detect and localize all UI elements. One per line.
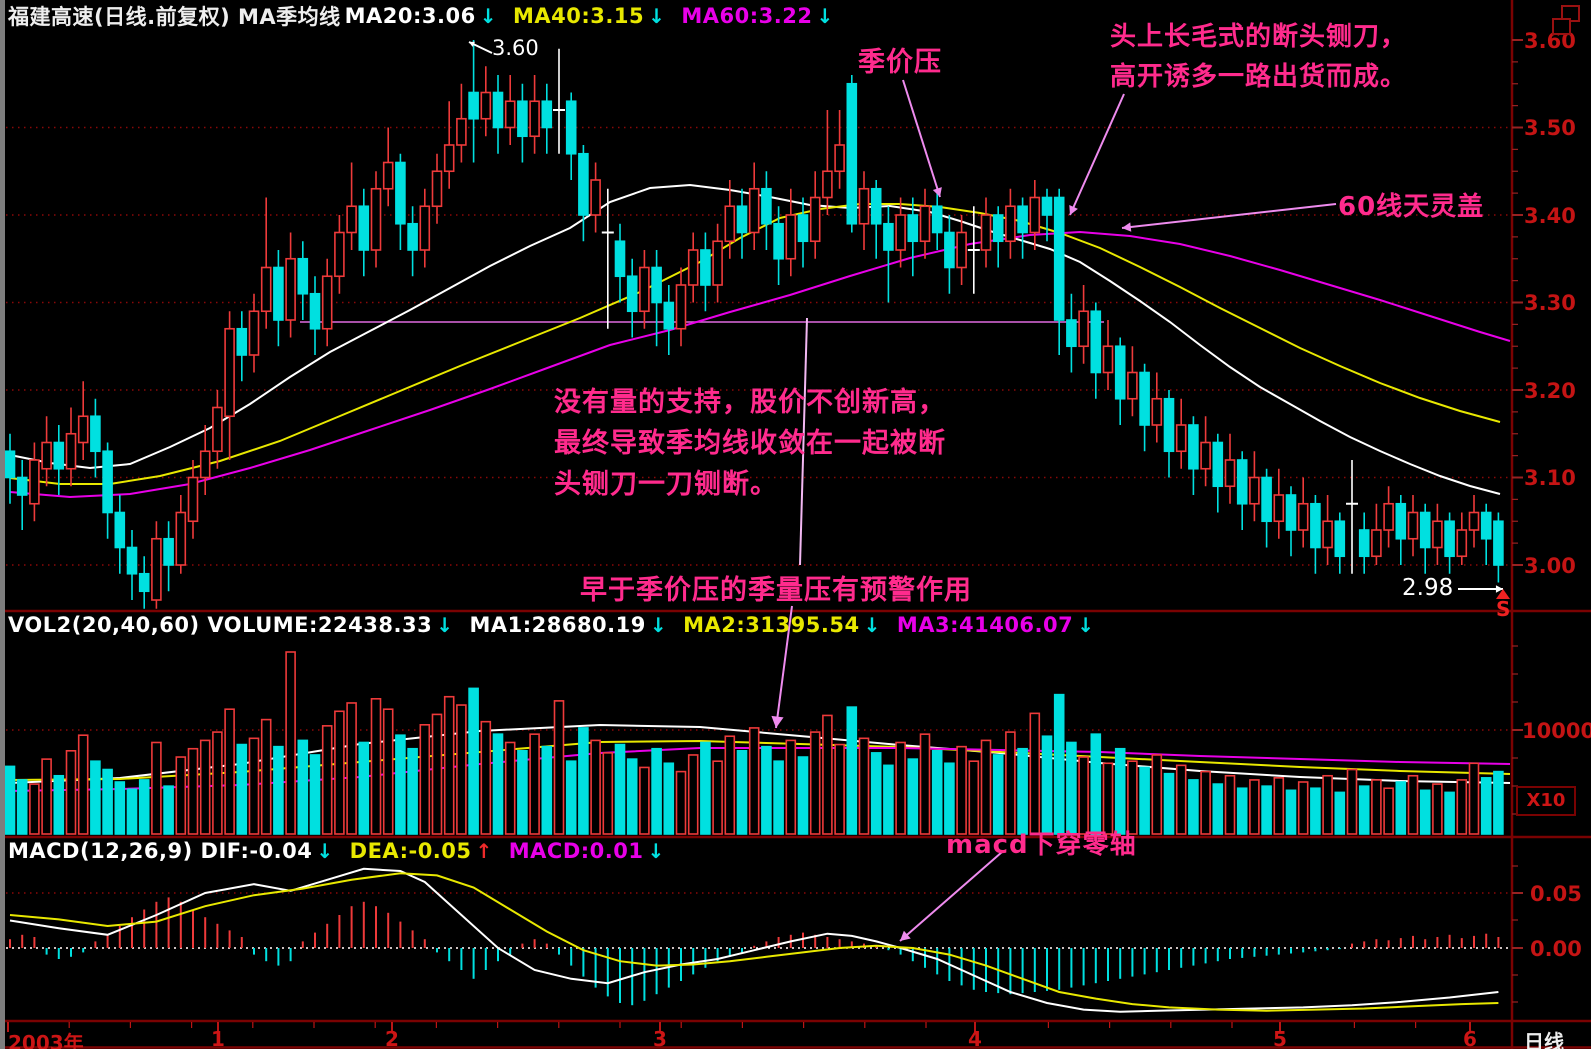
volume-value: VOL2(20,40,60) VOLUME:22438.33 (8, 613, 433, 637)
price-axis-label: 3.20 (1524, 379, 1576, 403)
ma60-value: MA60:3.22 (681, 4, 813, 28)
annotation-zaoyu: 早于季价压的季量压有预警作用 (580, 575, 972, 606)
window-edge (0, 0, 5, 1049)
vol-ma2-value: MA2:31395.54 (683, 613, 860, 637)
macd-dif-value: MACD(12,26,9) DIF:-0.04 (8, 839, 313, 863)
vol-ma3-arrow-icon: ↓ (1077, 613, 1095, 637)
vol-ma1-arrow-icon: ↓ (649, 613, 668, 637)
ma40-trend-arrow-icon: ↓ (648, 4, 666, 28)
macd-indicator-header: MACD(12,26,9) DIF:-0.04 ↓ DEA:-0.05 ↑ MA… (8, 839, 681, 863)
main-indicator-header: 福建高速(日线.前复权) MA季均线 MA20:3.06 ↓ MA40:3.15… (8, 1, 850, 31)
ma20-trend-arrow-icon: ↓ (479, 4, 497, 28)
macd-dif-arrow-icon: ↓ (316, 839, 334, 863)
stock-title: 福建高速(日线.前复权) MA季均线 (8, 5, 341, 29)
restore-window-icon[interactable] (1550, 5, 1582, 37)
macd-dea-arrow-icon: ↑ (475, 839, 493, 863)
x-axis-month-label: 2 (385, 1027, 399, 1049)
volume-axis-label: 10000 (1522, 719, 1591, 743)
ma60-trend-arrow-icon: ↓ (816, 4, 834, 28)
price-axis-label: 3.10 (1524, 466, 1576, 490)
macd-bar-arrow-icon: ↓ (647, 839, 665, 863)
volume-trend-arrow-icon: ↓ (436, 613, 454, 637)
x-axis-month-label: 1 (211, 1027, 225, 1049)
annotation-novol-line2: 最终导致季均线收敛在一起被断 (554, 428, 946, 459)
annotation-novol-line3: 头铡刀一刀铡断。 (554, 469, 778, 500)
macd-axis-label: 0.00 (1530, 937, 1582, 961)
annotation-jijiaya: 季价压 (858, 47, 942, 78)
price-axis-label: 3.40 (1524, 204, 1576, 228)
ma40-value: MA40:3.15 (513, 4, 645, 28)
annotation-novol-line1: 没有量的支持，股价不创新高， (554, 387, 946, 418)
x-axis-month-label: 5 (1273, 1027, 1287, 1049)
vol-ma1-value: MA1:28680.19 (469, 613, 646, 637)
x-axis-year-label: 2003年 (8, 1031, 84, 1049)
volume-indicator-header: VOL2(20,40,60) VOLUME:22438.33 ↓ MA1:286… (8, 613, 1111, 637)
x-axis-month-label: 4 (968, 1027, 982, 1049)
period-selector-label[interactable]: 日线 (1524, 1030, 1564, 1049)
annotation-duantou-line2: 高开诱多一路出货而成。 (1110, 62, 1408, 92)
price-axis-label: 3.30 (1524, 291, 1576, 315)
vol-ma3-value: MA3:41406.07 (896, 613, 1074, 637)
annotation-macd-cross: macd下穿零轴 (946, 830, 1137, 860)
annotation-duantou-line1: 头上长毛式的断头铡刀， (1110, 22, 1408, 52)
low-price-label: 2.98 (1402, 575, 1454, 601)
annotation-tianlinggai: 60线天灵盖 (1338, 192, 1485, 222)
price-axis-label: 3.00 (1524, 554, 1576, 578)
price-axis-label: 3.50 (1524, 116, 1576, 140)
macd-bar-value: MACD:0.01 (508, 839, 644, 863)
ma20-value: MA20:3.06 (344, 4, 476, 28)
x-axis-month-label: 3 (653, 1027, 667, 1049)
x-axis-month-label: 6 (1463, 1027, 1477, 1049)
restore-front-square (1552, 18, 1571, 35)
volume-unit-badge[interactable]: X10 (1516, 786, 1576, 816)
sell-signal-label: S (1496, 597, 1511, 621)
peak-price-label: 3.60 (492, 36, 539, 60)
macd-axis-label: 0.05 (1530, 882, 1582, 906)
vol-ma2-arrow-icon: ↓ (863, 613, 881, 637)
macd-dea-value: DEA:-0.05 (349, 839, 472, 863)
